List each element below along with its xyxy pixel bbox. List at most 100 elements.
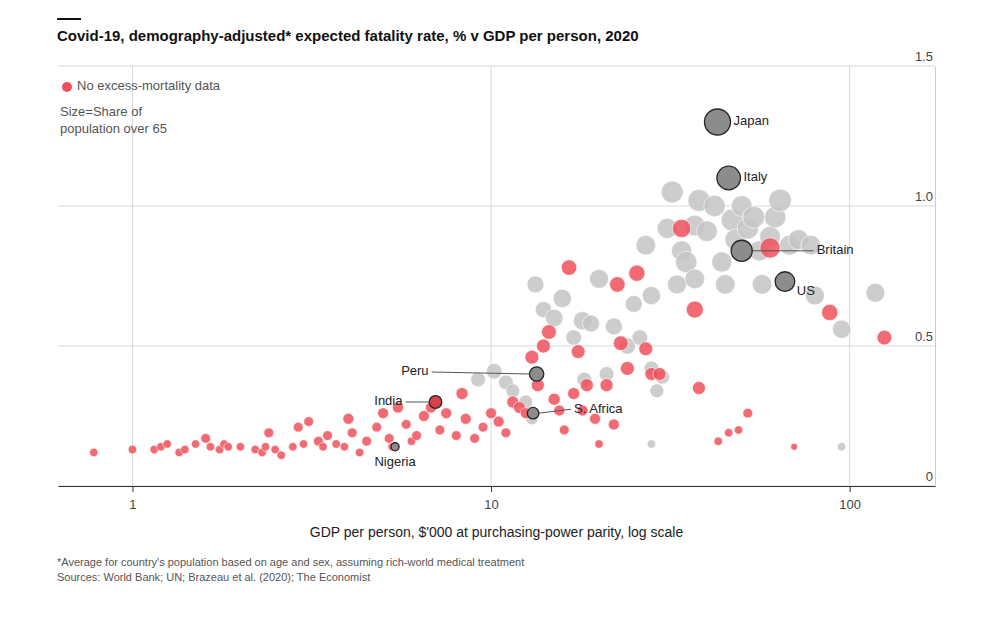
bubble — [608, 419, 619, 430]
bubble — [717, 166, 741, 190]
country-label: Japan — [733, 113, 768, 128]
bubble — [529, 367, 543, 381]
bubble — [589, 269, 608, 288]
bubble — [191, 440, 200, 449]
bubble — [486, 363, 502, 379]
x-grid-line — [849, 66, 850, 486]
bubble — [277, 451, 286, 460]
title-rule — [57, 18, 81, 20]
bubble — [715, 275, 735, 295]
bubble — [293, 422, 303, 432]
bubble — [261, 443, 270, 452]
bubble — [561, 260, 577, 276]
y-tick: 1.5 — [915, 49, 935, 67]
bubble — [493, 416, 504, 427]
footnote: Sources: World Bank; UN; Brazeau et al. … — [57, 571, 370, 583]
footnote: *Average for country's population based … — [57, 556, 524, 568]
bubble — [775, 272, 795, 292]
y-tick-label: 0.5 — [915, 329, 933, 344]
bubble — [553, 289, 571, 307]
bubble — [264, 428, 274, 438]
bubble — [372, 422, 382, 432]
bubble — [629, 265, 645, 281]
bubble — [650, 384, 664, 398]
x-tick-mark — [491, 486, 492, 492]
bubble — [471, 372, 486, 387]
bubble — [527, 276, 544, 293]
y-axis: 0 0.5 1.0 1.5 — [915, 49, 936, 487]
country-labels: JapanItalyBritainUSPeruIndiaS. AfricaNig… — [374, 113, 853, 469]
bubble — [340, 443, 349, 452]
bubble — [866, 283, 885, 302]
bubble — [201, 433, 211, 443]
bubble — [568, 388, 580, 400]
x-tick-mark — [132, 486, 133, 492]
bubble — [704, 195, 725, 216]
leader-line — [752, 250, 813, 251]
bubble — [347, 428, 357, 438]
bubble — [501, 428, 511, 438]
bubble — [625, 295, 642, 312]
y-tick-label: 0 — [926, 469, 933, 484]
bubble — [714, 437, 723, 446]
plot-area — [89, 109, 891, 459]
grid — [58, 66, 935, 486]
chart-svg: Covid-19, demography-adjusted* expected … — [0, 0, 1000, 623]
bubble — [647, 440, 656, 449]
country-label: Peru — [401, 363, 428, 378]
y-tick-label: 1.0 — [915, 189, 933, 204]
bubble — [224, 443, 233, 452]
legend-marker — [62, 82, 72, 92]
bubble — [743, 206, 765, 228]
y-grid-line — [58, 206, 935, 207]
country-label: Nigeria — [374, 454, 416, 469]
bubble — [667, 275, 686, 294]
y-grid-line — [58, 346, 935, 347]
bubble-series — [391, 109, 795, 451]
bubble — [743, 408, 753, 418]
bubble-series — [89, 219, 891, 459]
bubble — [435, 425, 445, 435]
bubble — [685, 269, 705, 289]
y-tick: 0 — [926, 469, 935, 487]
bubble — [582, 315, 599, 332]
bubble — [724, 429, 733, 438]
x-tick: 1 — [129, 486, 136, 512]
bubble — [545, 309, 563, 327]
legend: No excess-mortality dataSize=Share ofpop… — [60, 78, 221, 136]
bubble — [653, 368, 666, 381]
size-legend-text: Size=Share of — [60, 104, 142, 119]
bubble — [478, 422, 488, 432]
bubble — [610, 277, 626, 293]
bubble — [566, 330, 582, 346]
bubble — [822, 304, 838, 320]
bubble — [571, 345, 585, 359]
y-grid-line — [58, 66, 935, 67]
leader-line — [432, 372, 530, 374]
title: Covid-19, demography-adjusted* expected … — [57, 27, 639, 44]
bubble — [470, 433, 480, 443]
bubble — [600, 379, 613, 392]
y-axis-line — [935, 67, 936, 487]
y-grid-line — [58, 486, 935, 487]
bubble — [642, 286, 660, 304]
bubble — [877, 330, 892, 345]
bubble — [760, 238, 780, 258]
country-label: India — [374, 393, 403, 408]
bubble — [734, 426, 743, 435]
bubble — [559, 425, 569, 435]
bubble — [378, 408, 389, 419]
bubble — [456, 388, 468, 400]
bubble — [712, 252, 732, 272]
bubble — [289, 443, 298, 452]
bubble — [769, 189, 792, 212]
bubble — [236, 443, 245, 452]
bubble — [384, 433, 394, 443]
bubble — [605, 318, 622, 335]
bubble — [460, 413, 471, 424]
bubble — [595, 440, 604, 449]
bubble — [163, 440, 172, 449]
bubble — [362, 436, 372, 446]
bubble — [343, 413, 354, 424]
bubble — [89, 448, 98, 457]
